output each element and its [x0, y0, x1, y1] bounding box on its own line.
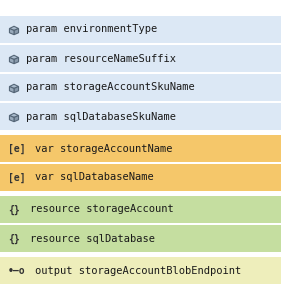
Bar [0, 225, 281, 252]
Bar [0, 45, 281, 72]
Text: •–o: •–o [8, 266, 26, 275]
Polygon shape [10, 58, 14, 64]
Text: param storageAccountSkuName: param storageAccountSkuName [26, 82, 195, 92]
Polygon shape [10, 55, 19, 59]
Text: {}: {} [8, 233, 20, 244]
Bar [0, 257, 281, 284]
Polygon shape [14, 28, 19, 35]
Polygon shape [14, 58, 19, 64]
Text: param resourceNameSuffix: param resourceNameSuffix [26, 53, 176, 64]
Text: [e]: [e] [8, 143, 26, 154]
Text: [e]: [e] [8, 172, 26, 183]
Text: {}: {} [8, 204, 20, 214]
Text: resource sqlDatabase: resource sqlDatabase [30, 233, 155, 244]
Polygon shape [10, 26, 19, 31]
Bar [0, 103, 281, 130]
Text: var storageAccountName: var storageAccountName [35, 143, 173, 154]
Bar [0, 74, 281, 101]
Text: param environmentType: param environmentType [26, 25, 157, 34]
Bar [0, 135, 281, 162]
Polygon shape [10, 116, 14, 122]
Polygon shape [10, 113, 19, 118]
Polygon shape [14, 86, 19, 93]
Polygon shape [10, 28, 14, 35]
Polygon shape [14, 116, 19, 122]
Bar [0, 16, 281, 43]
Text: output storageAccountBlobEndpoint: output storageAccountBlobEndpoint [35, 266, 241, 275]
Bar [0, 164, 281, 191]
Polygon shape [10, 84, 19, 88]
Text: resource storageAccount: resource storageAccount [30, 205, 174, 214]
Bar [0, 196, 281, 223]
Text: var sqlDatabaseName: var sqlDatabaseName [35, 172, 154, 182]
Polygon shape [10, 86, 14, 93]
Text: param sqlDatabaseSkuName: param sqlDatabaseSkuName [26, 112, 176, 122]
